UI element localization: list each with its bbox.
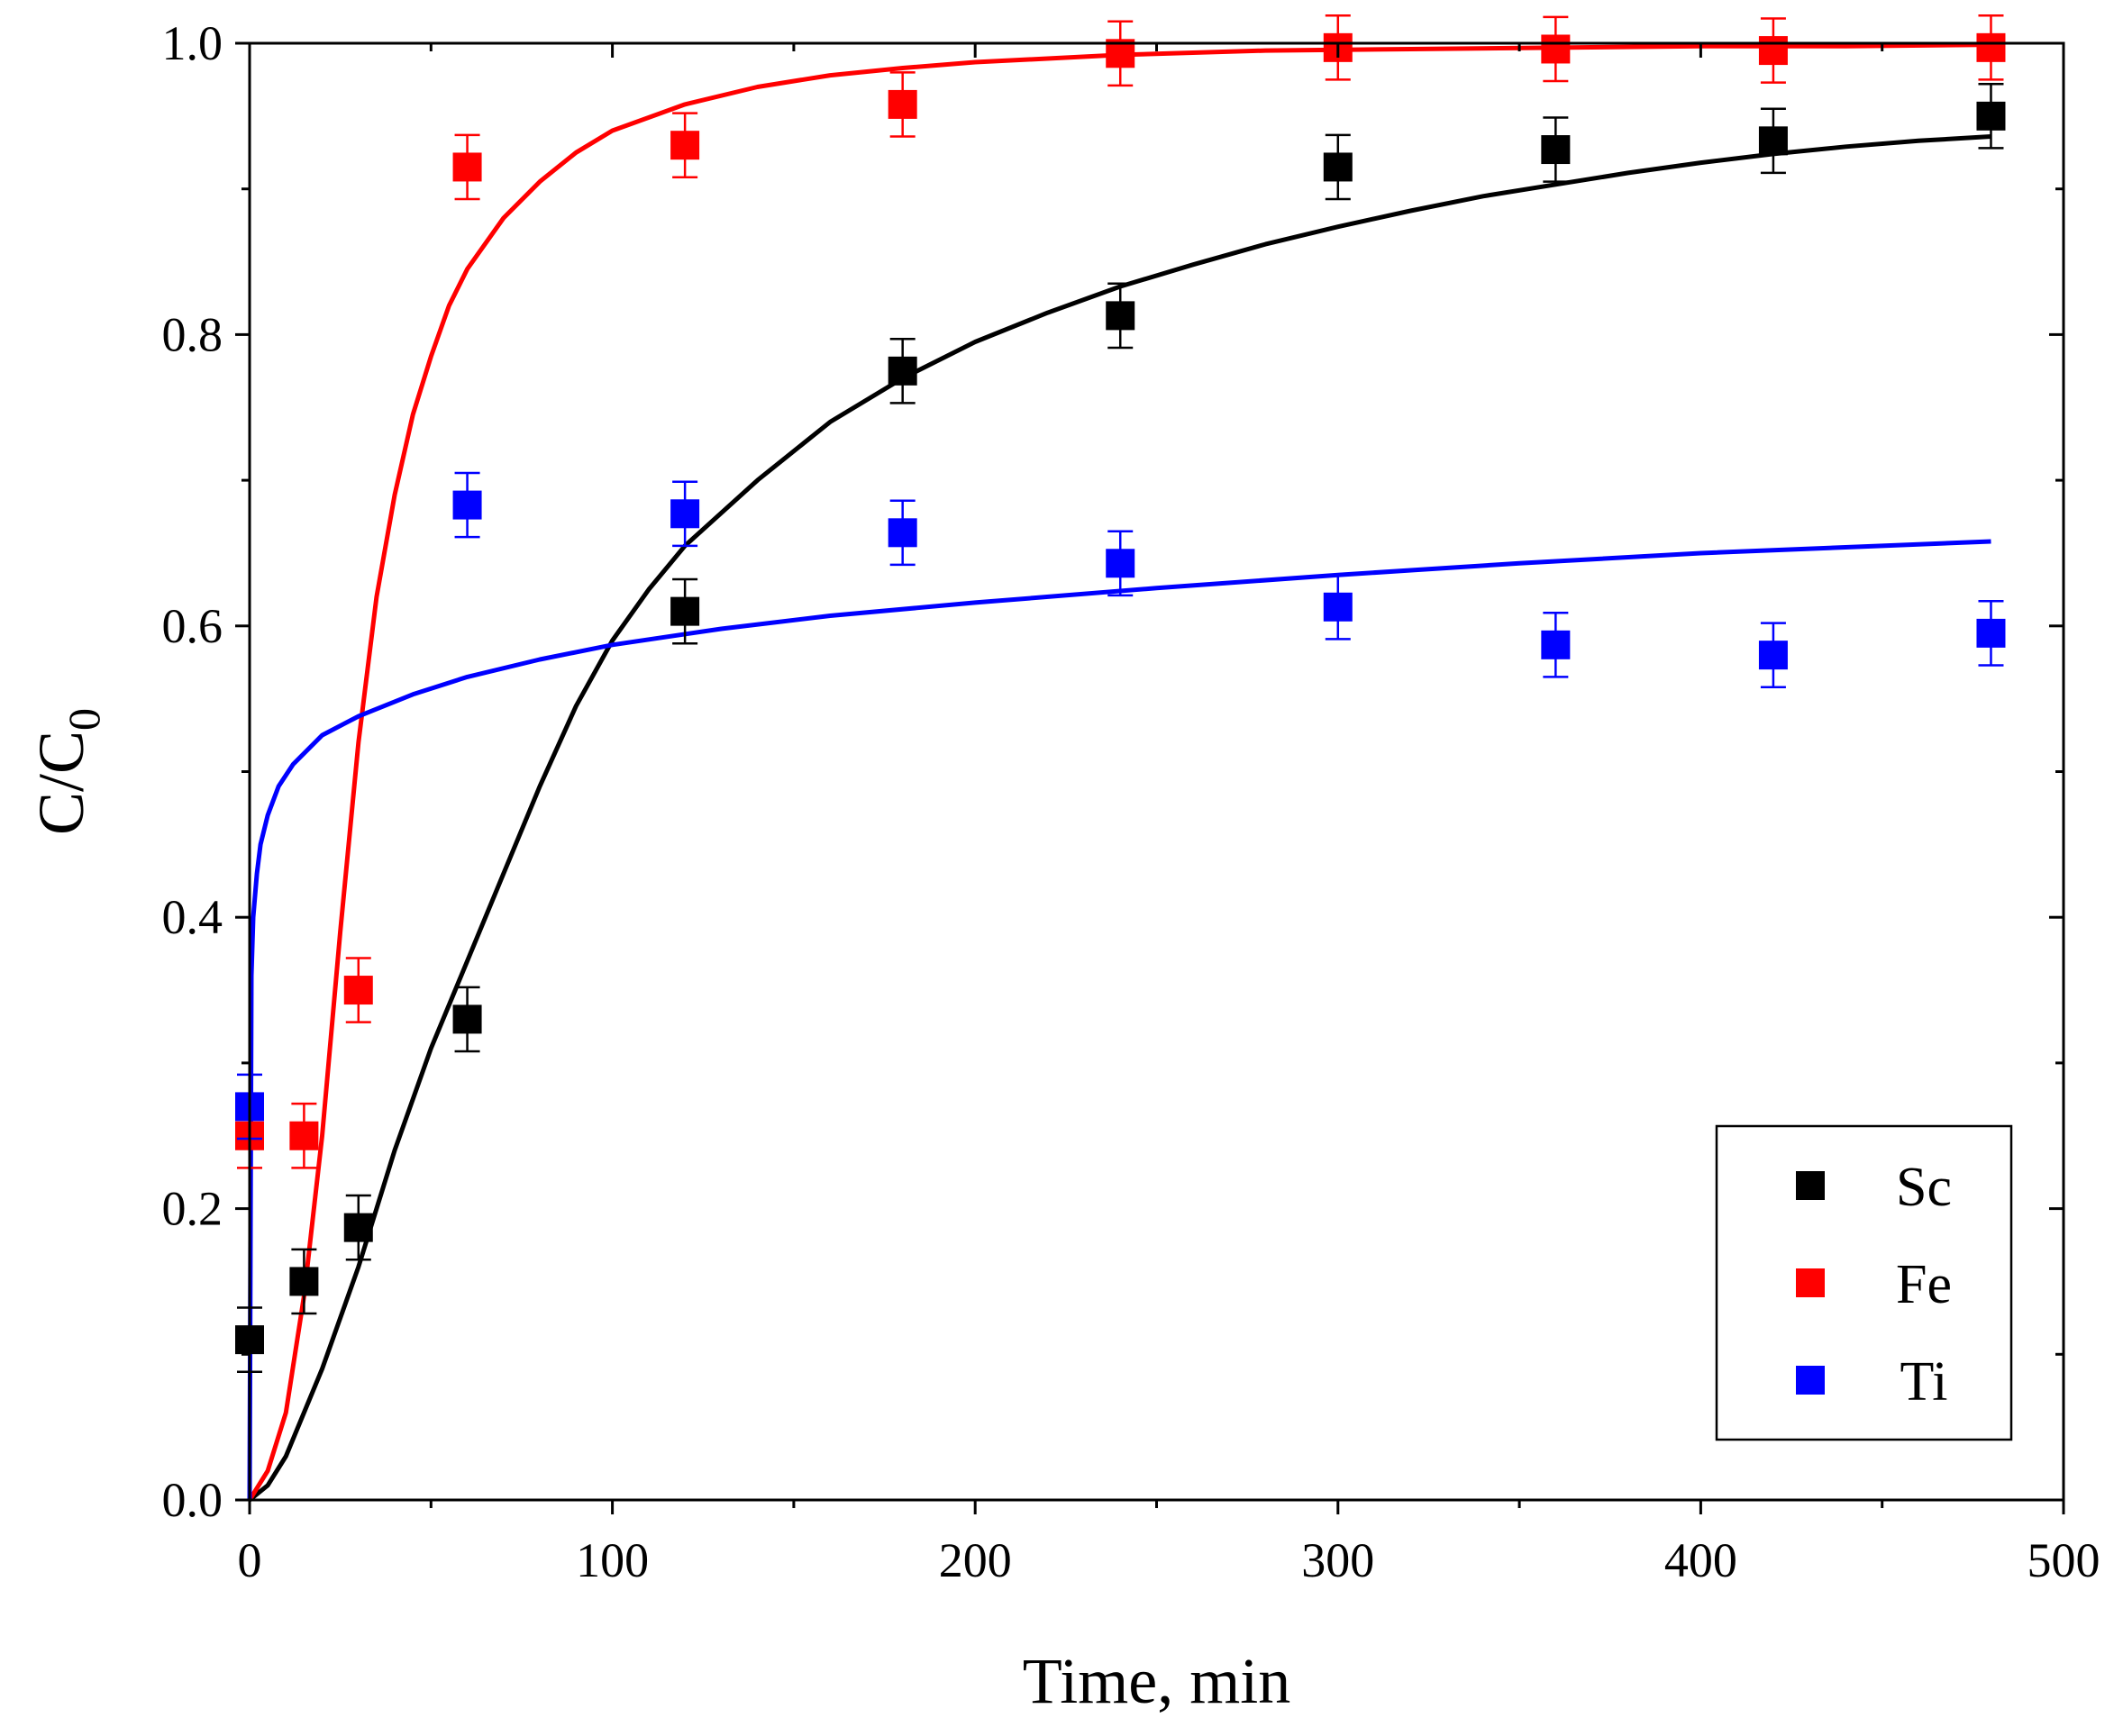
legend-marker-sc: [1796, 1171, 1825, 1200]
point-sc: [888, 338, 917, 404]
point-ti: [1541, 611, 1571, 678]
point-fe: [289, 1102, 319, 1169]
point-sc: [670, 577, 700, 645]
y-tick-label: 0.8: [162, 307, 223, 361]
marker-fe: [888, 89, 917, 119]
data-markers: [235, 14, 2006, 1373]
marker-fe: [289, 1121, 319, 1150]
y-axis-title-main: C/C: [25, 731, 97, 835]
point-sc: [343, 1194, 373, 1261]
fit-line-sc: [248, 134, 1991, 1502]
marker-sc: [670, 596, 700, 626]
point-sc: [1106, 282, 1135, 350]
point-fe: [343, 957, 373, 1023]
x-tick-label: 400: [1664, 1533, 1737, 1587]
point-sc: [289, 1248, 319, 1315]
legend-marker-ti: [1796, 1366, 1825, 1395]
fit-line-ti: [247, 539, 1991, 1501]
marker-ti: [1758, 641, 1788, 670]
point-fe: [888, 71, 917, 138]
marker-fe: [452, 152, 482, 182]
legend-label-fe: Fe: [1896, 1254, 1952, 1315]
x-tick-label: 0: [238, 1533, 262, 1587]
point-fe: [670, 112, 700, 179]
x-axis-title: Time, min: [1023, 1645, 1290, 1717]
fit-lines: [247, 42, 1991, 1502]
point-sc: [1758, 107, 1788, 175]
point-ti: [1323, 573, 1353, 641]
point-ti: [1758, 622, 1788, 688]
point-fe: [1758, 17, 1788, 84]
marker-ti: [1976, 618, 2006, 648]
marker-sc: [289, 1267, 319, 1296]
marker-ti: [452, 490, 482, 520]
point-sc: [1323, 133, 1353, 201]
point-ti: [1106, 530, 1135, 597]
legend-box: [1715, 1124, 2013, 1441]
point-fe: [452, 133, 482, 201]
y-tick-label: 0.4: [162, 890, 223, 944]
y-tick-label: 0.6: [162, 599, 223, 653]
point-fe: [1541, 15, 1571, 83]
point-fe: [1106, 20, 1135, 87]
point-ti: [452, 471, 482, 539]
y-tick-label: 1.0: [162, 16, 223, 70]
point-sc: [452, 986, 482, 1053]
y-axis-title: C/C0: [25, 708, 109, 835]
marker-sc: [1106, 301, 1135, 331]
point-ti: [670, 480, 700, 548]
x-tick-label: 200: [939, 1533, 1012, 1587]
x-tick-label: 100: [576, 1533, 649, 1587]
marker-sc: [343, 1213, 373, 1242]
marker-fe: [1758, 36, 1788, 66]
axes: 0 100 200 300 400 500 0.0 0.2 0.4 0.6 0.8 1.0: [162, 16, 2100, 1587]
marker-sc: [888, 356, 917, 386]
legend-label-sc: Sc: [1896, 1157, 1952, 1218]
legend-marker-fe: [1796, 1268, 1825, 1297]
y-axis-title-subscript: 0: [59, 708, 109, 731]
point-sc: [1541, 116, 1571, 183]
x-tick-label: 300: [1301, 1533, 1374, 1587]
marker-sc: [452, 1004, 482, 1034]
point-ti: [888, 499, 917, 567]
y-tick-label: 0.2: [162, 1182, 223, 1236]
fit-line-fe: [247, 42, 1991, 1502]
marker-ti: [888, 518, 917, 548]
x-tick-label: 500: [2027, 1533, 2100, 1587]
y-tick-label: 0.0: [162, 1473, 223, 1527]
marker-sc: [1976, 101, 2006, 131]
marker-sc: [1541, 135, 1571, 165]
point-sc: [1976, 83, 2006, 150]
marker-ti: [670, 499, 700, 529]
marker-fe: [1541, 34, 1571, 64]
marker-ti: [1106, 549, 1135, 578]
marker-sc: [1323, 152, 1353, 182]
legend-label-ti: Ti: [1900, 1351, 1948, 1413]
marker-ti: [1323, 592, 1353, 622]
legend: Sc Fe Ti: [1715, 1124, 2013, 1441]
marker-fe: [670, 131, 700, 160]
marker-fe: [343, 976, 373, 1005]
marker-ti: [1541, 630, 1571, 659]
point-fe: [1976, 14, 2006, 81]
marker-fe: [1976, 32, 2006, 62]
marker-sc: [1758, 126, 1788, 156]
point-ti: [1976, 600, 2006, 667]
